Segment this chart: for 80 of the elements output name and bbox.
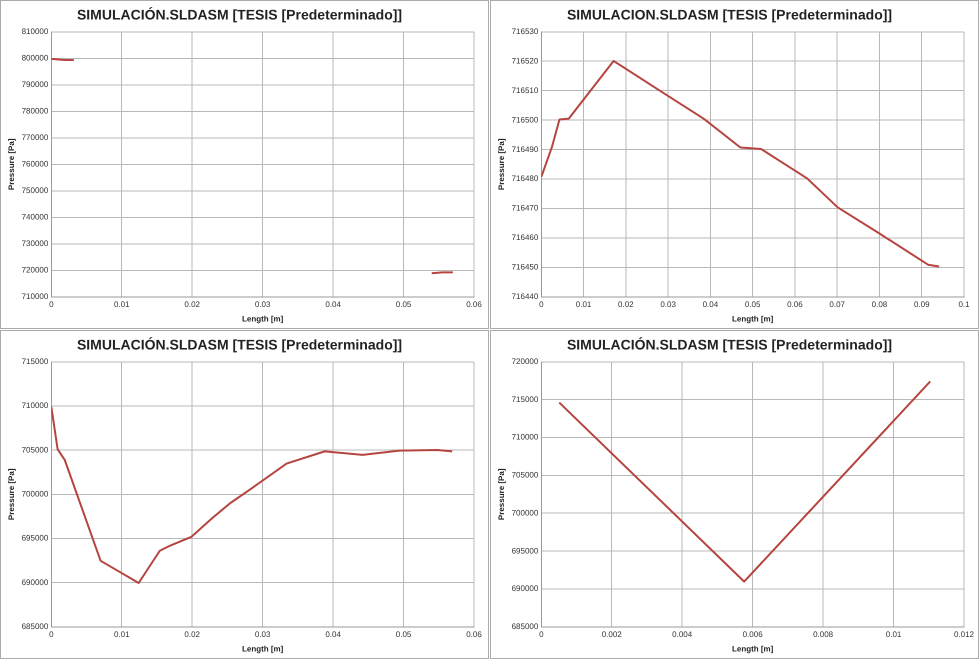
y-tick-label: 700000 <box>512 508 539 518</box>
y-tick-label: 710000 <box>22 292 49 302</box>
x-tick-label: 0.01 <box>576 300 592 309</box>
x-tick-label: 0.03 <box>254 630 271 639</box>
x-tick-label: 0.05 <box>744 300 761 309</box>
x-axis-title: Length [m] <box>242 644 284 654</box>
chart-title: SIMULACIÓN.SLDASM [TESIS [Predeterminado]] <box>76 6 402 22</box>
x-tick-label: 0.01 <box>114 300 130 309</box>
y-tick-label: 690000 <box>22 578 49 587</box>
x-tick-label: 0.04 <box>325 630 342 639</box>
y-tick-label: 780000 <box>22 106 49 116</box>
y-axis-title: Pressure [Pa] <box>497 138 506 190</box>
x-tick-label: 0.03 <box>254 300 271 309</box>
y-tick-label: 716500 <box>512 115 539 124</box>
x-tick-label: 0 <box>539 630 544 639</box>
y-tick-label: 716450 <box>512 262 539 272</box>
x-tick-label: 0.04 <box>702 300 719 309</box>
y-tick-label: 716460 <box>512 233 539 242</box>
x-tick-label: 0.09 <box>914 300 930 309</box>
y-tick-label: 760000 <box>22 160 49 169</box>
y-tick-label: 695000 <box>22 534 49 543</box>
y-axis-title: Pressure [Pa] <box>7 468 16 520</box>
y-tick-label: 720000 <box>22 266 49 275</box>
x-tick-label: 0.04 <box>325 300 342 309</box>
x-tick-label: 0.002 <box>602 630 622 639</box>
y-tick-label: 716520 <box>512 56 539 66</box>
x-tick-label: 0.05 <box>396 300 412 309</box>
x-tick-label: 0.008 <box>813 630 834 639</box>
y-tick-label: 710000 <box>512 432 539 442</box>
y-tick-label: 740000 <box>22 212 49 222</box>
x-tick-label: 0.02 <box>618 300 634 309</box>
chart-title: SIMULACIÓN.SLDASM [TESIS [Predeterminado]] <box>76 336 402 352</box>
x-axis-title: Length [m] <box>732 644 774 654</box>
y-tick-label: 716480 <box>512 174 539 184</box>
x-tick-label: 0.02 <box>184 630 201 639</box>
y-tick-label: 690000 <box>512 584 539 594</box>
y-tick-label: 790000 <box>22 80 49 90</box>
y-tick-label: 720000 <box>512 357 539 366</box>
x-tick-label: 0.03 <box>660 300 676 309</box>
x-tick-label: 0.06 <box>787 300 804 309</box>
x-tick-label: 0 <box>49 630 54 639</box>
x-tick-label: 0.004 <box>672 630 693 639</box>
x-tick-label: 0.08 <box>872 300 888 309</box>
y-tick-label: 705000 <box>512 470 539 480</box>
y-tick-label: 730000 <box>22 239 49 248</box>
y-tick-label: 685000 <box>512 622 539 632</box>
chart-title: SIMULACION.SLDASM [TESIS [Predeterminado]] <box>566 6 892 22</box>
x-tick-label: 0.01 <box>114 630 130 639</box>
y-tick-label: 715000 <box>22 357 49 366</box>
y-tick-label: 710000 <box>22 401 49 410</box>
chart-title: SIMULACIÓN.SLDASM [TESIS [Predeterminado]] <box>566 336 892 352</box>
y-tick-label: 800000 <box>22 54 49 63</box>
x-tick-label: 0.02 <box>184 300 201 309</box>
y-tick-label: 716440 <box>512 292 539 302</box>
x-tick-label: 0.006 <box>742 630 764 639</box>
y-tick-label: 705000 <box>22 445 49 454</box>
x-axis-title: Length [m] <box>732 314 774 324</box>
x-tick-label: 0.1 <box>958 300 970 309</box>
x-tick-label: 0.06 <box>466 300 482 309</box>
y-tick-label: 750000 <box>22 186 49 196</box>
y-axis-title: Pressure [Pa] <box>7 138 16 190</box>
x-tick-label: 0.07 <box>829 300 846 309</box>
y-tick-label: 685000 <box>22 622 49 632</box>
y-tick-label: 770000 <box>22 133 49 142</box>
y-tick-label: 716470 <box>512 204 539 213</box>
x-tick-label: 0 <box>49 300 54 309</box>
x-tick-label: 0.012 <box>954 630 975 639</box>
y-tick-label: 810000 <box>22 27 49 36</box>
x-tick-label: 0 <box>539 300 544 309</box>
y-tick-label: 700000 <box>22 490 49 499</box>
y-tick-label: 716510 <box>512 86 539 95</box>
y-tick-label: 715000 <box>512 394 539 404</box>
y-tick-label: 716530 <box>512 27 539 36</box>
x-tick-label: 0.05 <box>396 630 412 639</box>
y-tick-label: 695000 <box>512 546 539 556</box>
x-tick-label: 0.06 <box>466 630 482 639</box>
y-tick-label: 716490 <box>512 144 539 154</box>
x-axis-title: Length [m] <box>242 314 284 324</box>
y-axis-title: Pressure [Pa] <box>497 468 506 520</box>
x-tick-label: 0.01 <box>886 630 902 639</box>
